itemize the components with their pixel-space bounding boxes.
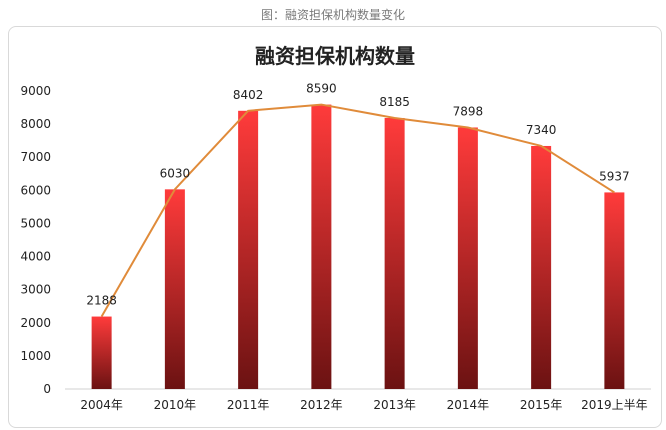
data-label: 7898: [453, 104, 484, 118]
data-label: 2188: [86, 294, 117, 308]
data-label: 8402: [233, 88, 264, 102]
y-tick-label: 0: [43, 382, 51, 396]
bar: [311, 104, 332, 389]
y-axis: 0 1000 2000 3000 4000 5000 6000 7000 8000 9000: [20, 84, 51, 396]
bar: [91, 316, 112, 389]
data-label: 6030: [160, 166, 191, 180]
y-tick-label: 4000: [20, 250, 51, 264]
chart-frame: 融资担保机构数量 0 1000 2000 3000 4000 5000 6000 7000 80…: [8, 26, 662, 428]
bar: [238, 110, 259, 389]
data-label: 8590: [306, 82, 337, 96]
x-axis: 2004年 2010年 2011年 2012年 2013年 2014年 2015年 2019上…: [65, 388, 651, 412]
data-label: 7340: [526, 123, 557, 137]
x-tick-label: 2019上半年: [581, 398, 648, 412]
x-tick-label: 2004年: [80, 398, 123, 412]
y-tick-label: 7000: [20, 150, 51, 164]
x-tick-label: 2012年: [300, 398, 343, 412]
bar: [531, 145, 552, 389]
trend-line-path: [100, 103, 615, 318]
chart: 融资担保机构数量 0 1000 2000 3000 4000 5000 6000 7000 80…: [20, 44, 651, 412]
bar: [384, 117, 405, 389]
trend-line: [100, 103, 615, 318]
y-tick-label: 6000: [20, 183, 51, 197]
y-tick-label: 8000: [20, 117, 51, 131]
data-label: 5937: [599, 169, 630, 183]
y-tick-label: 9000: [20, 84, 51, 98]
y-tick-label: 3000: [20, 283, 51, 297]
figure-caption: 图：融资担保机构数量变化: [260, 8, 405, 22]
bar: [604, 192, 625, 389]
x-tick-label: 2013年: [373, 398, 416, 412]
data-label: 8185: [379, 95, 410, 109]
data-labels: 2188 6030 8402 8590 8185 7898 7340 5937: [86, 82, 629, 308]
y-tick-label: 2000: [20, 316, 51, 330]
bar: [457, 127, 478, 390]
x-tick-label: 2015年: [520, 398, 563, 412]
y-tick-label: 5000: [20, 216, 51, 230]
x-tick-label: 2010年: [154, 398, 197, 412]
y-tick-label: 1000: [20, 349, 51, 363]
chart-title: 融资担保机构数量: [255, 44, 415, 68]
x-tick-label: 2011年: [227, 398, 270, 412]
x-tick-label: 2014年: [447, 398, 490, 412]
bars: [91, 104, 625, 390]
bar: [164, 189, 185, 389]
